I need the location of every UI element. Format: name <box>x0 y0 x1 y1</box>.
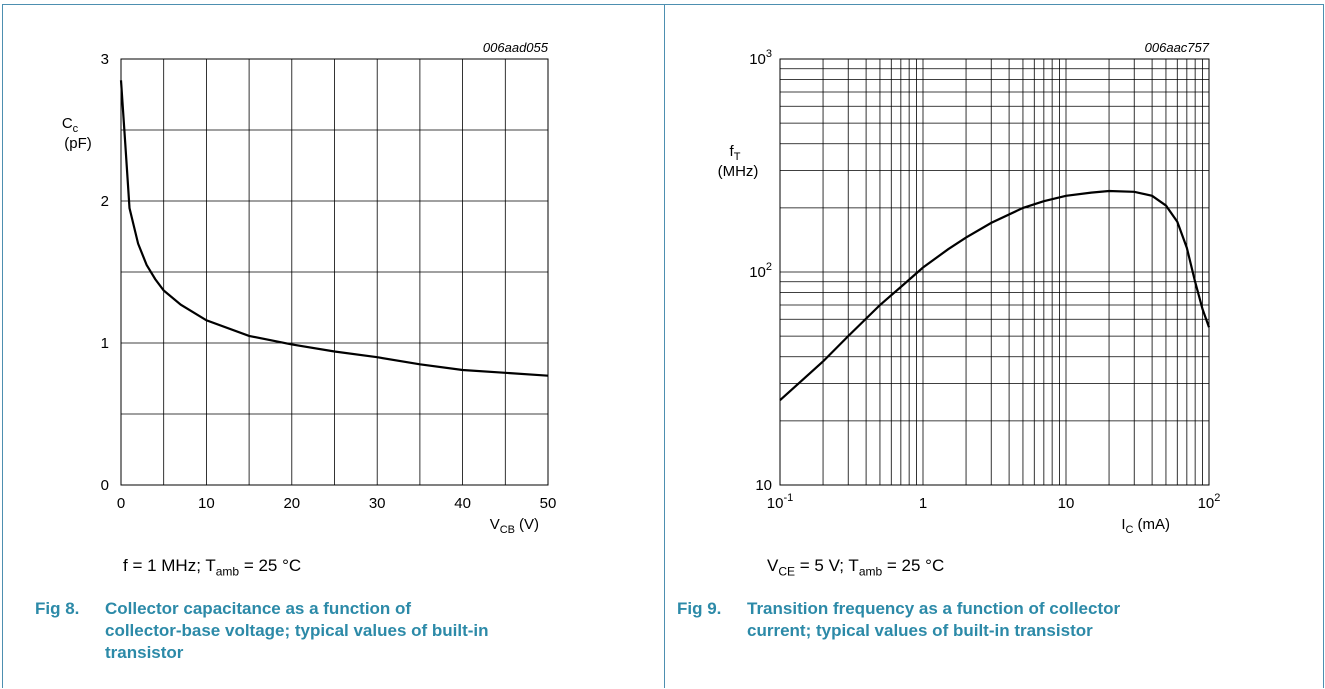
chart1-y-label-sub: c <box>73 123 79 135</box>
chart1-x-label: VCB (V) <box>490 516 539 536</box>
chart1-x-tick-label: 10 <box>198 495 215 512</box>
chart1-x-label-symbol: V <box>490 516 500 533</box>
fig8-condition-sub: amb <box>215 564 240 579</box>
chart2-x-tick-label: 102 <box>1198 492 1221 512</box>
chart2-y-unit: (MHz) <box>718 163 759 180</box>
chart2-plot-frame <box>779 58 1210 486</box>
chart2-x-label-unit: (mA) <box>1138 516 1171 533</box>
chart1-x-tick-label: 50 <box>540 495 557 512</box>
chart2-x-ticks: 10-1 1 10 102 <box>767 492 1221 512</box>
chart2-y-label-symbol: f <box>730 143 735 160</box>
chart2-y-tick-label: 103 <box>749 48 772 68</box>
chart1-y-tick-label: 1 <box>101 335 109 352</box>
fig8-condition-tail: = 25 °C <box>239 556 302 575</box>
chart1-curve <box>119 80 549 377</box>
frame-right-border <box>1323 4 1324 688</box>
frame-left-border <box>2 4 3 688</box>
chart2-y-tick-label: 102 <box>749 261 772 281</box>
chart1-y-label-symbol: C <box>62 115 73 132</box>
chart1-plot-frame <box>120 58 549 486</box>
fig9-condition-v: V <box>767 556 779 575</box>
chart1-x-label-unit: (V) <box>519 516 539 533</box>
chart2-x-label-sub: C <box>1126 524 1134 536</box>
chart1-y-tick-label: 3 <box>101 51 109 68</box>
fig8-caption-line: Collector capacitance as a function of <box>105 599 412 618</box>
fig9-condition-sub1: CE <box>778 564 796 579</box>
fig8-caption-line: transistor <box>105 643 184 662</box>
chart1-x-tick-label: 20 <box>283 495 300 512</box>
chart1-x-ticks: 0 10 20 30 40 50 <box>117 495 557 512</box>
chart2-x-label-symbol: I <box>1121 516 1125 533</box>
fig8-condition: f = 1 MHz; Tamb = 25 °C <box>123 556 301 578</box>
chart2-curve <box>779 189 1211 402</box>
fig9-caption: Fig 9. Transition frequency as a functio… <box>677 598 1317 648</box>
chart1-x-tick-label: 0 <box>117 495 125 512</box>
chart1-y-unit: (pF) <box>64 135 92 152</box>
fig9-caption-line: current; typical values of built-in tran… <box>747 621 1093 640</box>
chart2-x-tick-label: 10-1 <box>767 492 793 512</box>
chart2-y-ticks: 10 102 103 <box>749 48 772 494</box>
chart-capacitance: 006aad055 0 1 2 3 0 10 20 30 40 50 Cc (pF) VCB (V… <box>62 40 557 536</box>
chart2-code: 006aac757 <box>1145 40 1210 55</box>
fig9-condition-mid: = 5 V; T <box>795 556 859 575</box>
chart2-grid <box>780 59 1209 485</box>
fig9-caption-line: Transition frequency as a function of co… <box>747 599 1121 618</box>
chart1-grid <box>121 59 548 485</box>
fig9-caption-text: Transition frequency as a function of co… <box>747 598 1120 642</box>
chart1-y-tick-label: 0 <box>101 477 109 494</box>
chart2-x-tick-label: 10 <box>1058 495 1075 512</box>
chart1-x-tick-label: 30 <box>369 495 386 512</box>
fig8-condition-text: f = 1 MHz; T <box>123 556 216 575</box>
chart1-code: 006aad055 <box>483 40 549 55</box>
fig9-number: Fig 9. <box>677 599 722 618</box>
fig8-caption-line: collector-base voltage; typical values o… <box>105 621 489 640</box>
chart2-y-label: fT <box>730 143 741 163</box>
frame-top-border <box>2 4 1323 5</box>
chart1-x-label-sub: CB <box>500 524 515 536</box>
chart1-y-ticks: 0 1 2 3 <box>101 51 109 494</box>
fig8-number: Fig 8. <box>35 599 80 618</box>
frame-divider <box>664 4 665 688</box>
chart-transition-frequency: 006aac757 10 102 103 10-1 1 10 102 fT (MHz) I… <box>718 40 1221 536</box>
fig9-condition-tail: = 25 °C <box>882 556 945 575</box>
fig9-condition: VCE = 5 V; Tamb = 25 °C <box>767 556 944 578</box>
fig8-caption: Fig 8. Collector capacitance as a functi… <box>35 598 655 670</box>
fig9-condition-sub2: amb <box>858 564 883 579</box>
fig8-caption-text: Collector capacitance as a function of c… <box>105 598 489 664</box>
chart2-x-label: IC (mA) <box>1121 516 1170 536</box>
chart1-x-tick-label: 40 <box>454 495 471 512</box>
chart1-y-label: Cc <box>62 115 79 135</box>
chart2-x-tick-label: 1 <box>919 495 927 512</box>
chart2-y-label-sub: T <box>734 151 741 163</box>
chart1-y-tick-label: 2 <box>101 193 109 210</box>
chart2-y-tick-label: 10 <box>755 477 772 494</box>
